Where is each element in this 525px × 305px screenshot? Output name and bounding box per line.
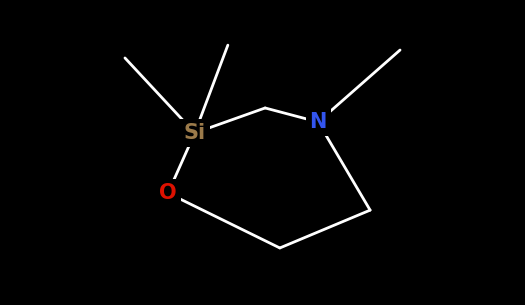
Text: O: O [159, 183, 177, 203]
Text: N: N [309, 112, 327, 132]
Text: Si: Si [184, 123, 206, 143]
